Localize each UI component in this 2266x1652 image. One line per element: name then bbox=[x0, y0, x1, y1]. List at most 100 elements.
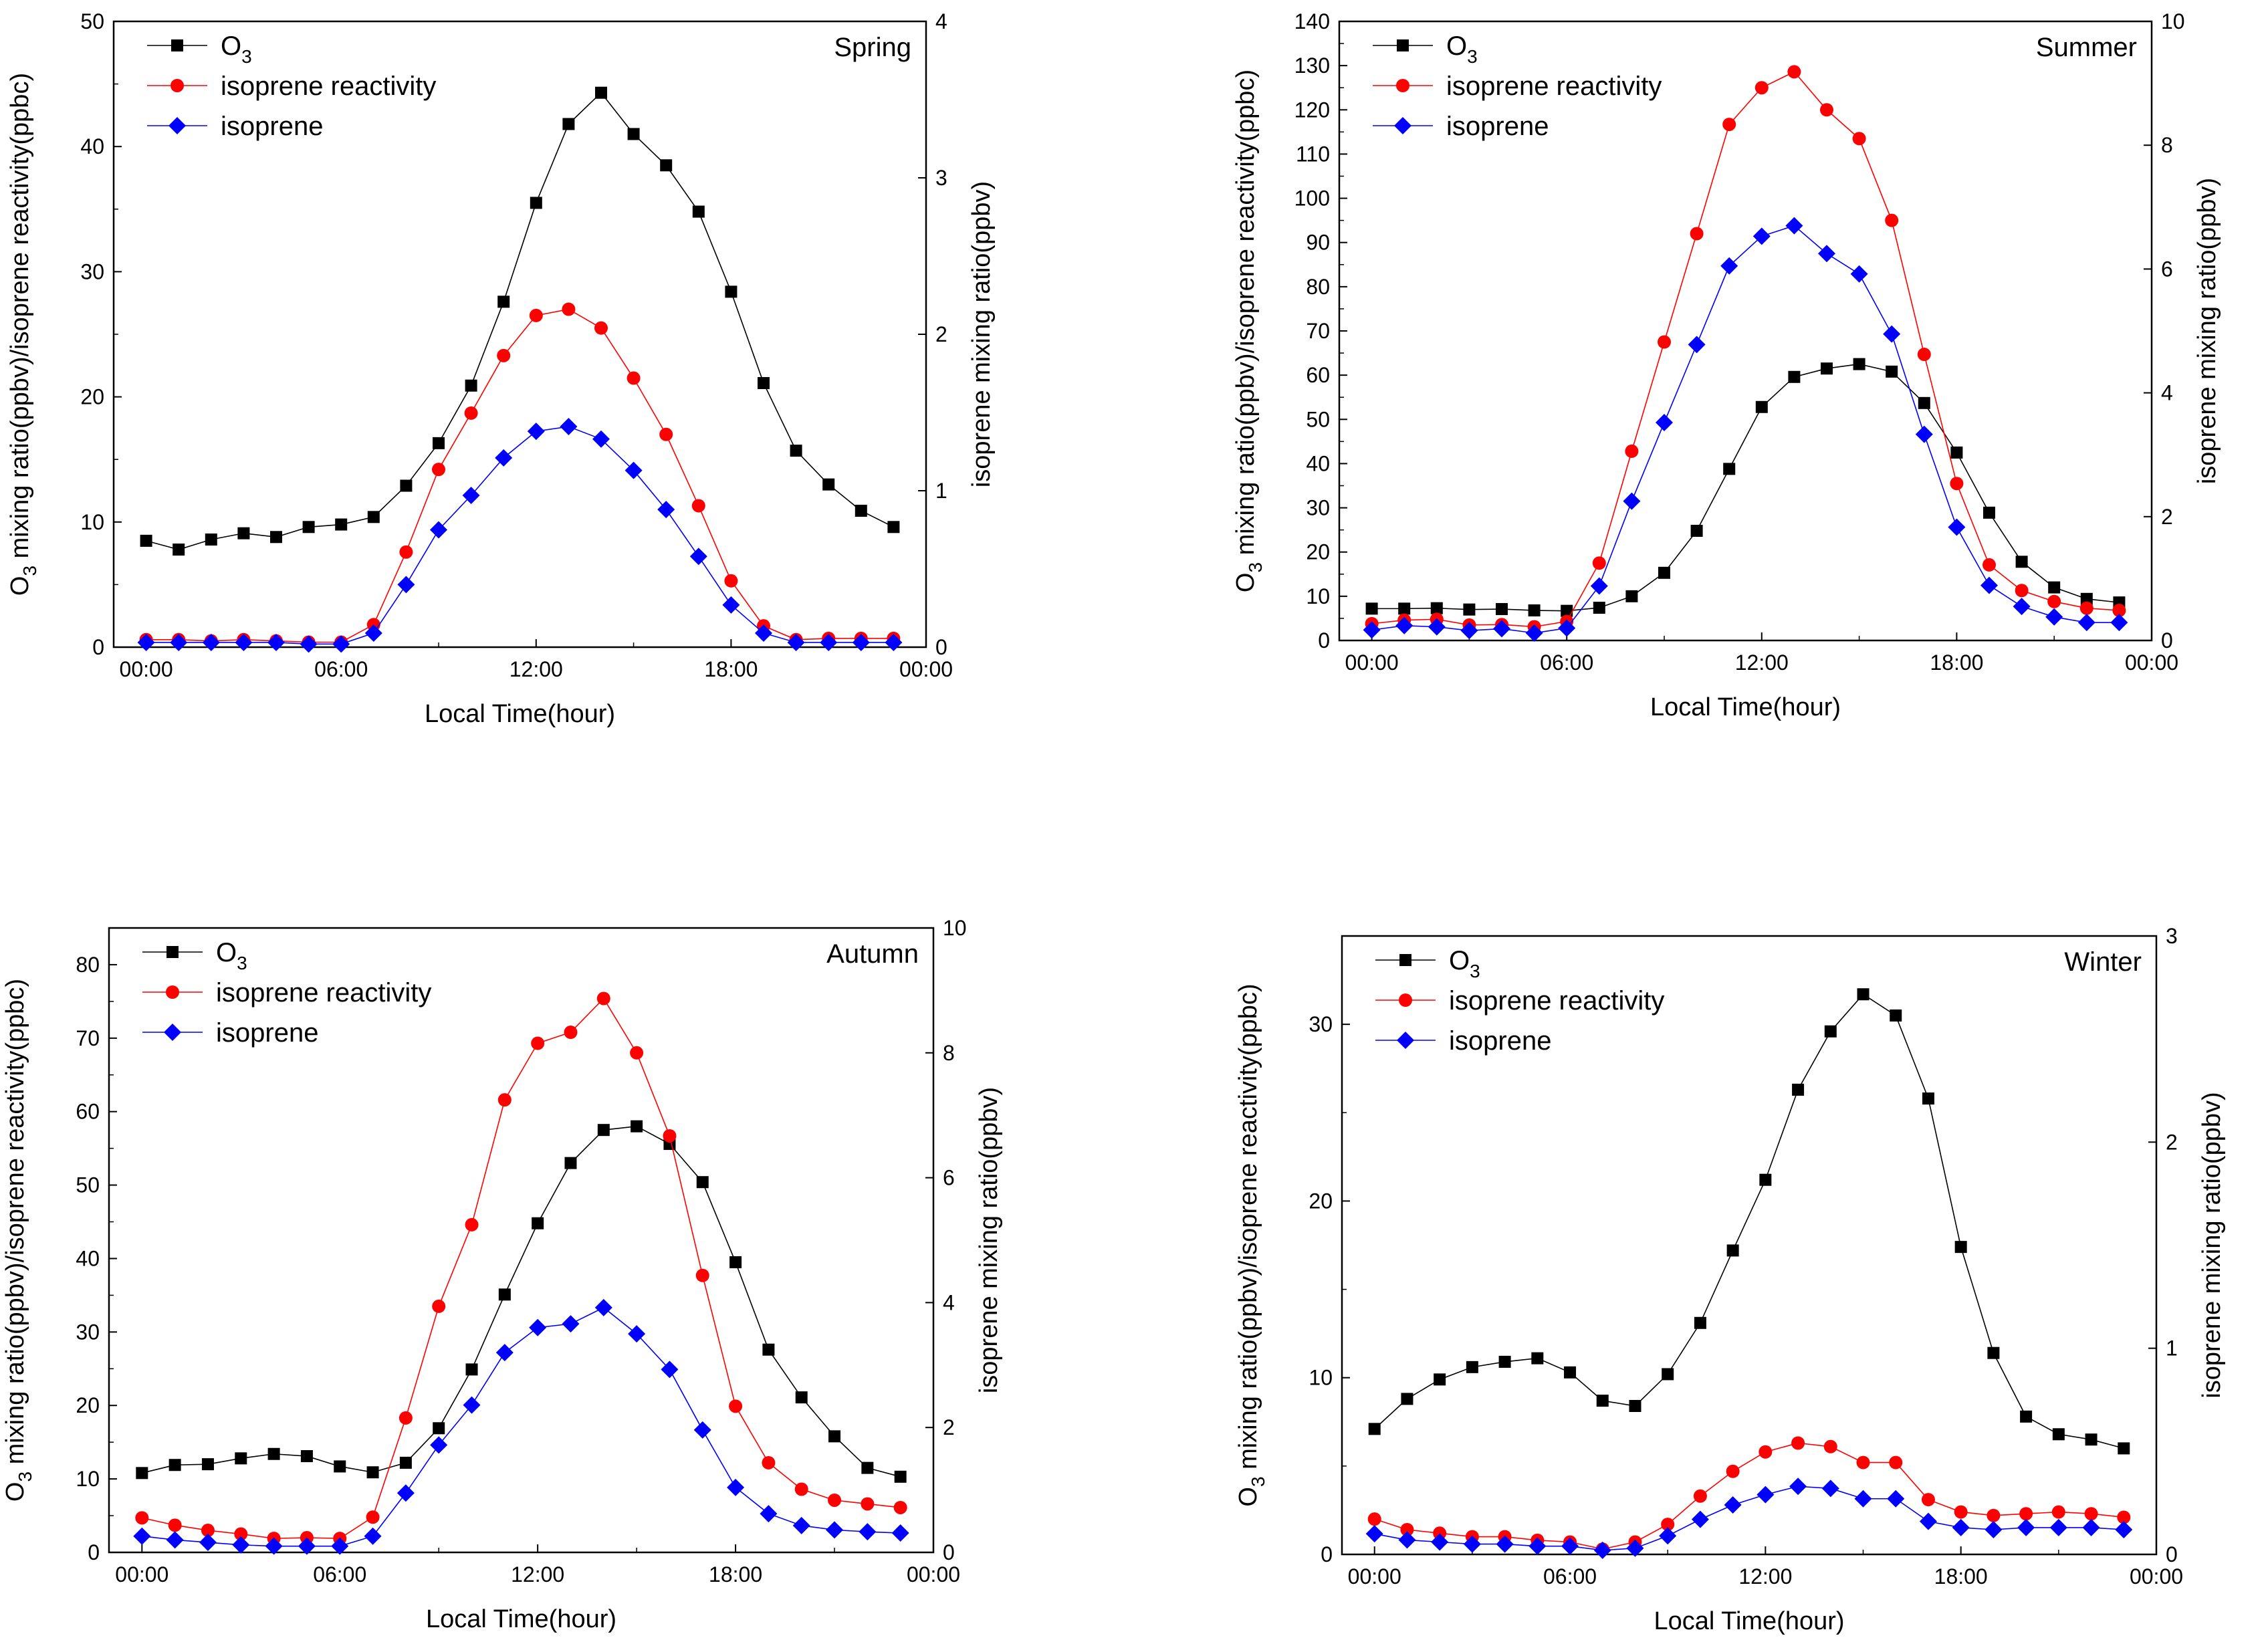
y-tick-label: 10 bbox=[80, 510, 104, 534]
y-tick-label: 70 bbox=[76, 1026, 100, 1050]
data-point-isoprene bbox=[1985, 1521, 2003, 1538]
data-point-o3 bbox=[2015, 556, 2028, 568]
y2-tick-label: 6 bbox=[2161, 257, 2173, 281]
y-tick-label: 10 bbox=[1309, 1366, 1333, 1390]
x-tick-label: 00:00 bbox=[1345, 651, 1399, 675]
data-point-isoprene-reactivity bbox=[1856, 1455, 1870, 1469]
y-tick-label: 0 bbox=[1318, 628, 1330, 653]
data-point-isoprene bbox=[2077, 614, 2095, 632]
data-point-isoprene bbox=[594, 1298, 612, 1316]
data-point-isoprene bbox=[689, 548, 707, 566]
data-point-isoprene-reactivity bbox=[794, 1482, 808, 1496]
data-point-isoprene bbox=[852, 633, 870, 651]
data-point-isoprene-reactivity bbox=[201, 1524, 215, 1538]
data-point-isoprene-reactivity bbox=[2117, 1510, 2131, 1524]
data-point-o3 bbox=[762, 1343, 775, 1356]
legend-o3-sub: 3 bbox=[241, 46, 252, 67]
y-tick-label: 100 bbox=[1294, 187, 1330, 211]
data-point-isoprene-reactivity bbox=[1917, 348, 1931, 362]
y-tick-label: 110 bbox=[1296, 142, 1330, 166]
y-tick-label: 20 bbox=[1309, 1189, 1333, 1213]
y2-tick-label: 0 bbox=[2161, 628, 2173, 653]
data-point-o3 bbox=[1463, 603, 1476, 616]
data-point-isoprene bbox=[396, 1484, 415, 1502]
y-tick-label: 40 bbox=[1306, 451, 1330, 475]
data-point-isoprene bbox=[1883, 325, 1901, 343]
data-point-isoprene-reactivity bbox=[2051, 1505, 2065, 1519]
data-point-o3 bbox=[692, 205, 705, 218]
data-point-o3 bbox=[1398, 602, 1411, 615]
legend-marker bbox=[166, 985, 179, 999]
y-axis-title: O3 mixing ratio(ppbv)/isoprene reactivit… bbox=[1232, 70, 1266, 592]
data-point-o3 bbox=[1596, 1395, 1609, 1407]
data-point-o3 bbox=[887, 521, 900, 534]
data-point-isoprene-reactivity bbox=[1982, 558, 1996, 572]
legend-label: isoprene bbox=[216, 1018, 318, 1048]
data-point-o3 bbox=[758, 377, 770, 390]
plot-frame bbox=[1341, 935, 2158, 1556]
chart-panel-summer: 0 10 20 30 40 50 60 70 80 90 100 110 120 130 140 0 2 4 6 8 1… bbox=[1232, 9, 2221, 721]
legend-item-isoprene: isoprene bbox=[1373, 112, 1549, 141]
data-point-isoprene bbox=[1428, 618, 1446, 636]
data-point-isoprene-reactivity bbox=[1921, 1493, 1935, 1507]
data-point-o3 bbox=[1593, 602, 1605, 614]
y2-tick-label: 4 bbox=[943, 1290, 955, 1314]
data-point-o3 bbox=[1694, 1316, 1706, 1329]
data-point-o3 bbox=[696, 1176, 709, 1189]
legend-marker bbox=[168, 117, 186, 134]
data-point-o3 bbox=[205, 534, 217, 546]
data-point-o3 bbox=[627, 128, 640, 140]
y2-axis-title: isoprene mixing ratio(ppbv) bbox=[968, 181, 996, 487]
data-point-isoprene-reactivity bbox=[2015, 584, 2029, 598]
y-tick-label: 0 bbox=[92, 635, 104, 659]
y-tick-label: 10 bbox=[76, 1467, 100, 1491]
data-point-isoprene bbox=[1496, 1535, 1514, 1553]
data-point-o3 bbox=[795, 1391, 808, 1404]
data-point-isoprene bbox=[298, 1537, 316, 1555]
season-label: Summer bbox=[2036, 33, 2137, 62]
y-tick-label: 70 bbox=[1306, 319, 1330, 343]
data-point-o3 bbox=[2080, 592, 2093, 605]
y-tick-label: 40 bbox=[76, 1246, 100, 1270]
data-point-isoprene bbox=[166, 1531, 184, 1549]
data-point-isoprene-reactivity bbox=[1950, 477, 1964, 491]
legend-label: isoprene bbox=[221, 112, 323, 141]
data-point-isoprene bbox=[1528, 1537, 1547, 1555]
data-point-o3 bbox=[1564, 1366, 1577, 1379]
legend-o3-sub: 3 bbox=[237, 953, 247, 973]
data-point-isoprene bbox=[267, 633, 285, 651]
data-point-isoprene-reactivity bbox=[630, 1046, 644, 1060]
data-point-o3 bbox=[1625, 590, 1638, 602]
data-point-o3 bbox=[631, 1120, 643, 1133]
y-title-o3: O bbox=[1234, 1487, 1262, 1507]
data-point-isoprene bbox=[891, 1524, 909, 1542]
y2-tick-label: 6 bbox=[943, 1166, 955, 1190]
data-point-isoprene bbox=[1691, 1510, 1709, 1528]
data-point-isoprene bbox=[885, 633, 903, 651]
data-point-isoprene bbox=[300, 635, 318, 653]
data-point-o3 bbox=[1401, 1393, 1413, 1405]
y2-tick-label: 2 bbox=[2161, 505, 2173, 529]
data-point-o3 bbox=[1466, 1361, 1478, 1373]
data-point-o3 bbox=[2020, 1410, 2033, 1423]
data-point-o3 bbox=[1954, 1241, 1967, 1254]
legend-marker bbox=[164, 1024, 181, 1041]
y2-tick-label: 0 bbox=[935, 635, 947, 659]
data-point-isoprene-reactivity bbox=[1823, 1439, 1837, 1453]
legend-o3: O bbox=[221, 31, 241, 61]
data-point-o3 bbox=[1430, 602, 1443, 614]
y2-tick-label: 2 bbox=[935, 322, 947, 346]
legend-label: isoprene reactivity bbox=[216, 978, 431, 1008]
data-point-o3 bbox=[2085, 1433, 2098, 1446]
y-title-o3: O bbox=[1232, 573, 1260, 593]
data-point-isoprene bbox=[332, 635, 350, 653]
y2-tick-label: 2 bbox=[2166, 1130, 2178, 1154]
data-point-isoprene bbox=[625, 461, 643, 479]
data-point-o3 bbox=[1824, 1025, 1837, 1038]
data-point-isoprene bbox=[657, 501, 675, 519]
y-tick-label: 20 bbox=[1306, 540, 1330, 564]
data-point-o3 bbox=[855, 504, 867, 517]
y-title-o3: O bbox=[6, 576, 34, 596]
data-point-isoprene bbox=[592, 430, 610, 448]
data-point-isoprene bbox=[1398, 1531, 1416, 1549]
